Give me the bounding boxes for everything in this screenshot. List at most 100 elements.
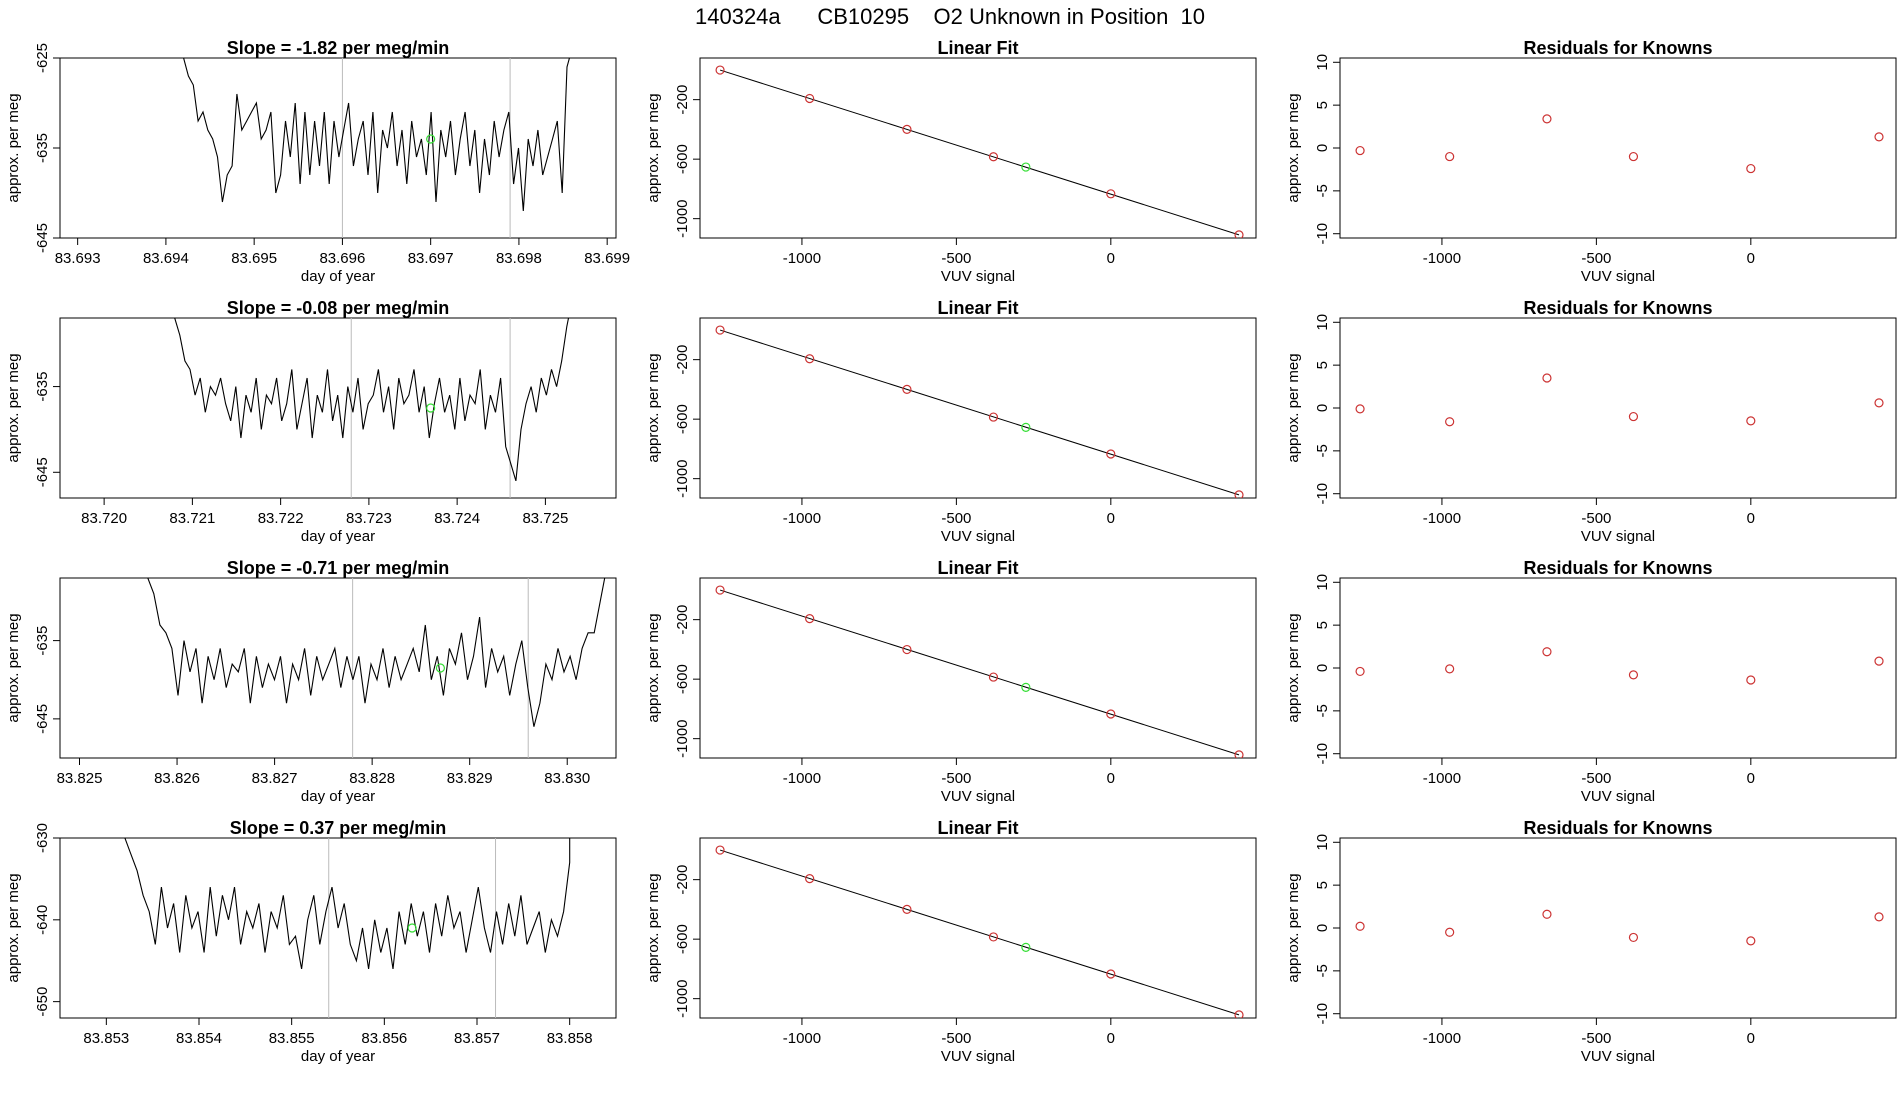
panel-title: Linear Fit [937, 818, 1018, 838]
panel-2-1: Linear Fit -1000 -500 0 VUV signal -1000 -600 -… [645, 558, 1257, 805]
x-tick-label: -1000 [783, 1030, 821, 1047]
x-tick-label: -500 [941, 770, 971, 787]
x-tick-label: 83.699 [584, 250, 630, 267]
x-tick-label: 83.856 [361, 1030, 407, 1047]
unknown-point [407, 923, 417, 933]
y-tick-label: -5 [1314, 704, 1331, 717]
residual-point [1874, 132, 1884, 142]
y-tick-label: -640 [34, 905, 51, 935]
x-axis-label: VUV signal [941, 788, 1015, 805]
known-point [715, 585, 725, 595]
y-tick-label: -10 [1314, 1003, 1331, 1025]
y-tick-label: 5 [1314, 101, 1331, 109]
x-tick-label: 83.854 [176, 1030, 222, 1047]
x-tick-label: -500 [1581, 510, 1611, 527]
unknown-point [426, 134, 436, 144]
y-tick-label: -5 [1314, 964, 1331, 977]
residual-point [1874, 398, 1884, 408]
y-tick-label: -1000 [674, 199, 691, 237]
series-line [147, 578, 606, 727]
x-tick-label: -500 [1581, 1030, 1611, 1047]
x-tick-label: 0 [1747, 1030, 1755, 1047]
x-tick-label: 83.725 [522, 510, 568, 527]
page-title: 140324a CB10295 O2 Unknown in Position 1… [695, 4, 1205, 29]
y-tick-label: -645 [34, 704, 51, 734]
x-tick-label: 83.693 [55, 250, 101, 267]
y-axis-label: approx. per meg [5, 353, 22, 462]
residual-point [1355, 666, 1365, 677]
unknown-point [1021, 682, 1031, 692]
residual-point [1628, 151, 1639, 162]
x-tick-label: 83.830 [544, 770, 590, 787]
residual-point [1445, 417, 1455, 427]
x-tick-label: -1000 [783, 510, 821, 527]
known-point [988, 932, 999, 942]
plot-area [147, 578, 606, 758]
y-tick-label: 10 [1314, 54, 1331, 71]
residual-point [1445, 664, 1455, 674]
x-tick-label: 83.829 [447, 770, 493, 787]
y-tick-label: -645 [34, 223, 51, 253]
x-axis-label: day of year [301, 1048, 375, 1065]
unknown-point [426, 403, 436, 413]
panel-1-2: Residuals for Knowns -1000 -500 0 VUV signal… [1285, 298, 1897, 545]
panel-2-0: Slope = -0.71 per meg/min 83.825 83.826 83.… [5, 558, 617, 805]
y-axis-label: approx. per meg [645, 873, 662, 982]
known-point [902, 124, 912, 135]
y-tick-label: -650 [34, 987, 51, 1017]
plot-frame [699, 57, 1257, 239]
plot-frame [1339, 837, 1897, 1019]
known-point [1106, 189, 1116, 199]
known-point [715, 845, 725, 855]
y-axis-label: approx. per meg [645, 613, 662, 722]
y-tick-label: -625 [34, 43, 51, 73]
x-tick-label: -1000 [783, 770, 821, 787]
y-tick-label: -635 [34, 372, 51, 402]
plot-area [715, 585, 1244, 758]
x-axis-label: VUV signal [1581, 528, 1655, 545]
known-point [988, 412, 999, 422]
plot-area [715, 845, 1244, 1018]
plot-frame [1339, 577, 1897, 759]
known-point [805, 614, 815, 624]
x-axis-label: day of year [301, 268, 375, 285]
plot-area [1355, 647, 1884, 685]
known-point [902, 904, 912, 915]
known-point [988, 672, 999, 682]
panel-title: Linear Fit [937, 38, 1018, 58]
plot-area [124, 838, 571, 1018]
residual-point [1874, 656, 1884, 666]
residual-point [1746, 163, 1756, 174]
y-tick-label: -635 [34, 626, 51, 656]
y-tick-label: 5 [1314, 881, 1331, 889]
y-tick-label: -630 [34, 823, 51, 853]
x-tick-label: 83.857 [454, 1030, 500, 1047]
residual-point [1355, 921, 1365, 931]
y-axis-label: approx. per meg [1285, 613, 1302, 722]
panel-2-2: Residuals for Knowns -1000 -500 0 VUV signal… [1285, 558, 1897, 805]
y-tick-label: -1000 [674, 979, 691, 1017]
y-tick-label: 5 [1314, 361, 1331, 369]
residual-point [1746, 936, 1756, 946]
y-tick-label: -645 [34, 457, 51, 487]
x-tick-label: -500 [1581, 250, 1611, 267]
x-tick-label: -1000 [1423, 770, 1461, 787]
unknown-point [1021, 942, 1031, 952]
fit-line [719, 329, 1240, 496]
panel-title: Linear Fit [937, 298, 1018, 318]
x-tick-label: 83.695 [231, 250, 277, 267]
y-tick-label: -600 [674, 144, 691, 174]
x-tick-label: 83.827 [252, 770, 298, 787]
series-line [124, 838, 571, 970]
plot-area [174, 318, 570, 498]
x-axis-label: VUV signal [1581, 268, 1655, 285]
x-tick-label: -1000 [1423, 510, 1461, 527]
panel-1-1: Linear Fit -1000 -500 0 VUV signal -1000 -600 -… [645, 298, 1257, 545]
y-tick-label: 0 [1314, 404, 1331, 412]
x-tick-label: 83.694 [143, 250, 189, 267]
residual-point [1628, 932, 1639, 943]
x-tick-label: 83.858 [547, 1030, 593, 1047]
panel-title: Slope = -0.08 per meg/min [227, 298, 450, 318]
panel-title: Residuals for Knowns [1523, 298, 1712, 318]
